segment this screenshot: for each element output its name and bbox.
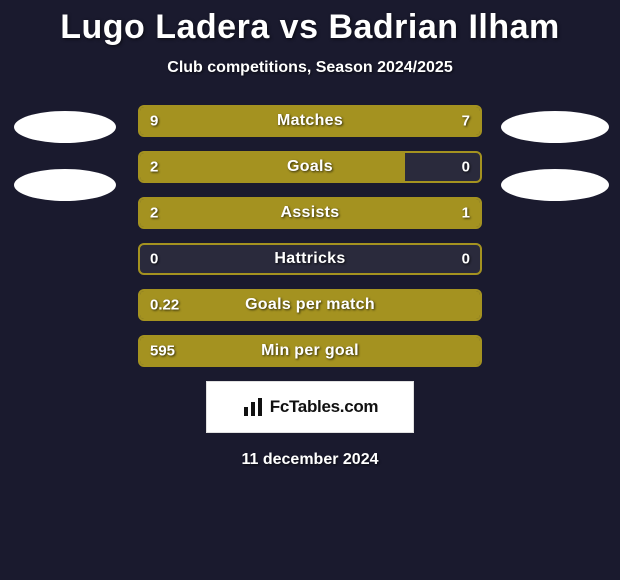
right-oval-2 xyxy=(501,169,609,201)
left-player-col xyxy=(10,105,120,201)
date-label: 11 december 2024 xyxy=(0,451,620,469)
chart-bars-icon xyxy=(242,395,266,419)
main-row: 97Matches20Goals21Assists00Hattricks0.22… xyxy=(0,105,620,367)
stat-bars: 97Matches20Goals21Assists00Hattricks0.22… xyxy=(138,105,482,367)
bar-value-right: 0 xyxy=(462,251,470,268)
stat-bar-assists: 21Assists xyxy=(138,197,482,229)
bar-fill-right xyxy=(330,107,480,135)
left-oval-1 xyxy=(14,111,116,143)
bar-fill-left xyxy=(140,153,405,181)
stat-bar-goals: 20Goals xyxy=(138,151,482,183)
fctables-logo[interactable]: FcTables.com xyxy=(206,381,414,433)
bar-fill-left xyxy=(140,107,330,135)
left-oval-2 xyxy=(14,169,116,201)
subtitle: Club competitions, Season 2024/2025 xyxy=(0,59,620,77)
right-player-col xyxy=(500,105,610,201)
bar-fill-right xyxy=(364,199,480,227)
bar-value-left: 0 xyxy=(150,251,158,268)
page-title: Lugo Ladera vs Badrian Ilham xyxy=(0,8,620,47)
bar-fill-left xyxy=(140,291,480,319)
stat-bar-hattricks: 0 0Hattricks xyxy=(138,243,482,275)
bar-value-right: 0 xyxy=(462,159,470,176)
stat-bar-goals-per-match: 0.22Goals per match xyxy=(138,289,482,321)
stat-bar-min-per-goal: 595Min per goal xyxy=(138,335,482,367)
bar-fill-left xyxy=(140,199,368,227)
bar-fill-left xyxy=(140,337,480,365)
right-oval-1 xyxy=(501,111,609,143)
bar-label: Hattricks xyxy=(140,250,480,268)
stat-bar-matches: 97Matches xyxy=(138,105,482,137)
logo-text: FcTables.com xyxy=(270,397,379,417)
comparison-card: Lugo Ladera vs Badrian Ilham Club compet… xyxy=(0,0,620,469)
